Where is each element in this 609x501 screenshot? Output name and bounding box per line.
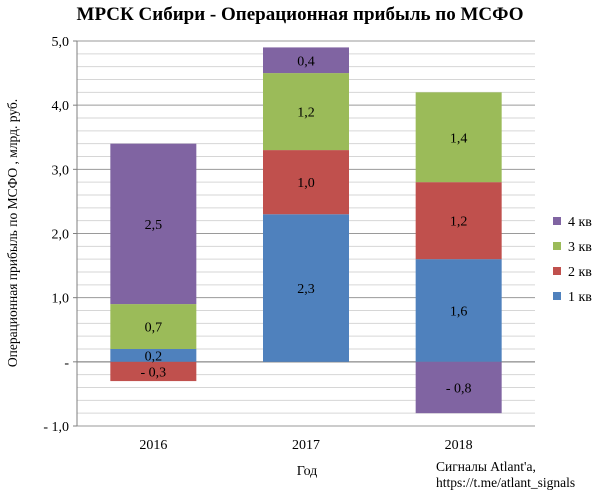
x-tick-label: 2018 xyxy=(445,438,473,453)
data-label-3-кв-2017: 1,2 xyxy=(297,106,315,121)
x-axis-title: Год xyxy=(297,464,318,479)
bar-4-кв-2016 xyxy=(110,143,197,305)
data-label-3-кв-2018: 1,4 xyxy=(450,131,468,146)
data-label-4-кв-2018: - 0,8 xyxy=(446,382,472,397)
data-label-4-кв-2017: 0,4 xyxy=(297,54,315,69)
chart-title: МРСК Сибири - Операционная прибыль по МС… xyxy=(77,4,524,25)
x-tick-label: 2016 xyxy=(139,438,167,453)
bar-2-кв-2016 xyxy=(110,361,197,382)
y-tick-label: 3,0 xyxy=(52,163,70,178)
legend-label-3-кв: 3 кв xyxy=(568,240,592,255)
bar-2-кв-2018 xyxy=(415,182,502,260)
data-labels: 0,2- 0,3 0,7 2,5 2,3 1,0 1,2 0,4 1,6 1,2 1,4 - 0,8 xyxy=(140,54,471,396)
source-annotation-line-1: Сигналы Atlant'a, xyxy=(436,459,536,474)
y-tick-label: 4,0 xyxy=(52,99,70,114)
bars xyxy=(110,47,502,414)
legend-label-2-кв: 2 кв xyxy=(568,265,592,280)
legend-label-4-кв: 4 кв xyxy=(568,215,592,230)
bar-4-кв-2018 xyxy=(415,361,502,414)
legend: 4 кв 3 кв 2 кв 1 кв xyxy=(553,215,592,305)
data-label-2-кв-2016: - 0,3 xyxy=(140,365,166,380)
bar-3-кв-2017 xyxy=(263,73,349,151)
y-tick-label: 1,0 xyxy=(52,292,70,307)
tick-labels: - 1,0 - 1,0 2,0 3,0 4,0 5,0 2016 2017 2018 xyxy=(43,35,472,453)
data-label-3-кв-2016: 0,7 xyxy=(145,321,163,336)
legend-swatch-3-кв xyxy=(553,242,561,250)
bar-3-кв-2018 xyxy=(415,92,502,183)
source-annotation-line-2: https://t.me/atlant_signals xyxy=(436,475,575,490)
bar-1-кв-2016 xyxy=(110,349,197,362)
legend-swatch-1-кв xyxy=(553,292,561,300)
data-label-2-кв-2017: 1,0 xyxy=(297,176,315,191)
y-tick-label: 5,0 xyxy=(52,35,70,50)
y-tick-label: - 1,0 xyxy=(43,420,69,435)
x-tick-label: 2017 xyxy=(292,438,320,453)
legend-label-1-кв: 1 кв xyxy=(568,290,592,305)
data-label-2-кв-2018: 1,2 xyxy=(450,215,468,230)
data-label-1-кв-2017: 2,3 xyxy=(297,282,315,297)
bar-3-кв-2016 xyxy=(110,304,197,349)
legend-swatch-4-кв xyxy=(553,217,561,225)
data-label-1-кв-2016: 0,2 xyxy=(145,349,163,364)
y-tick-label: 2,0 xyxy=(52,228,70,243)
bar-1-кв-2017 xyxy=(263,214,349,362)
bar-2-кв-2017 xyxy=(263,150,349,215)
legend-swatch-2-кв xyxy=(553,267,561,275)
data-label-1-кв-2018: 1,6 xyxy=(450,305,468,320)
data-label-4-кв-2016: 2,5 xyxy=(145,218,163,233)
y-tick-label: - xyxy=(64,356,69,371)
bar-1-кв-2018 xyxy=(415,259,502,362)
bar-4-кв-2017 xyxy=(263,47,349,74)
y-axis-title: Операционная прибыль по МСФО , млрд. руб… xyxy=(5,99,20,367)
